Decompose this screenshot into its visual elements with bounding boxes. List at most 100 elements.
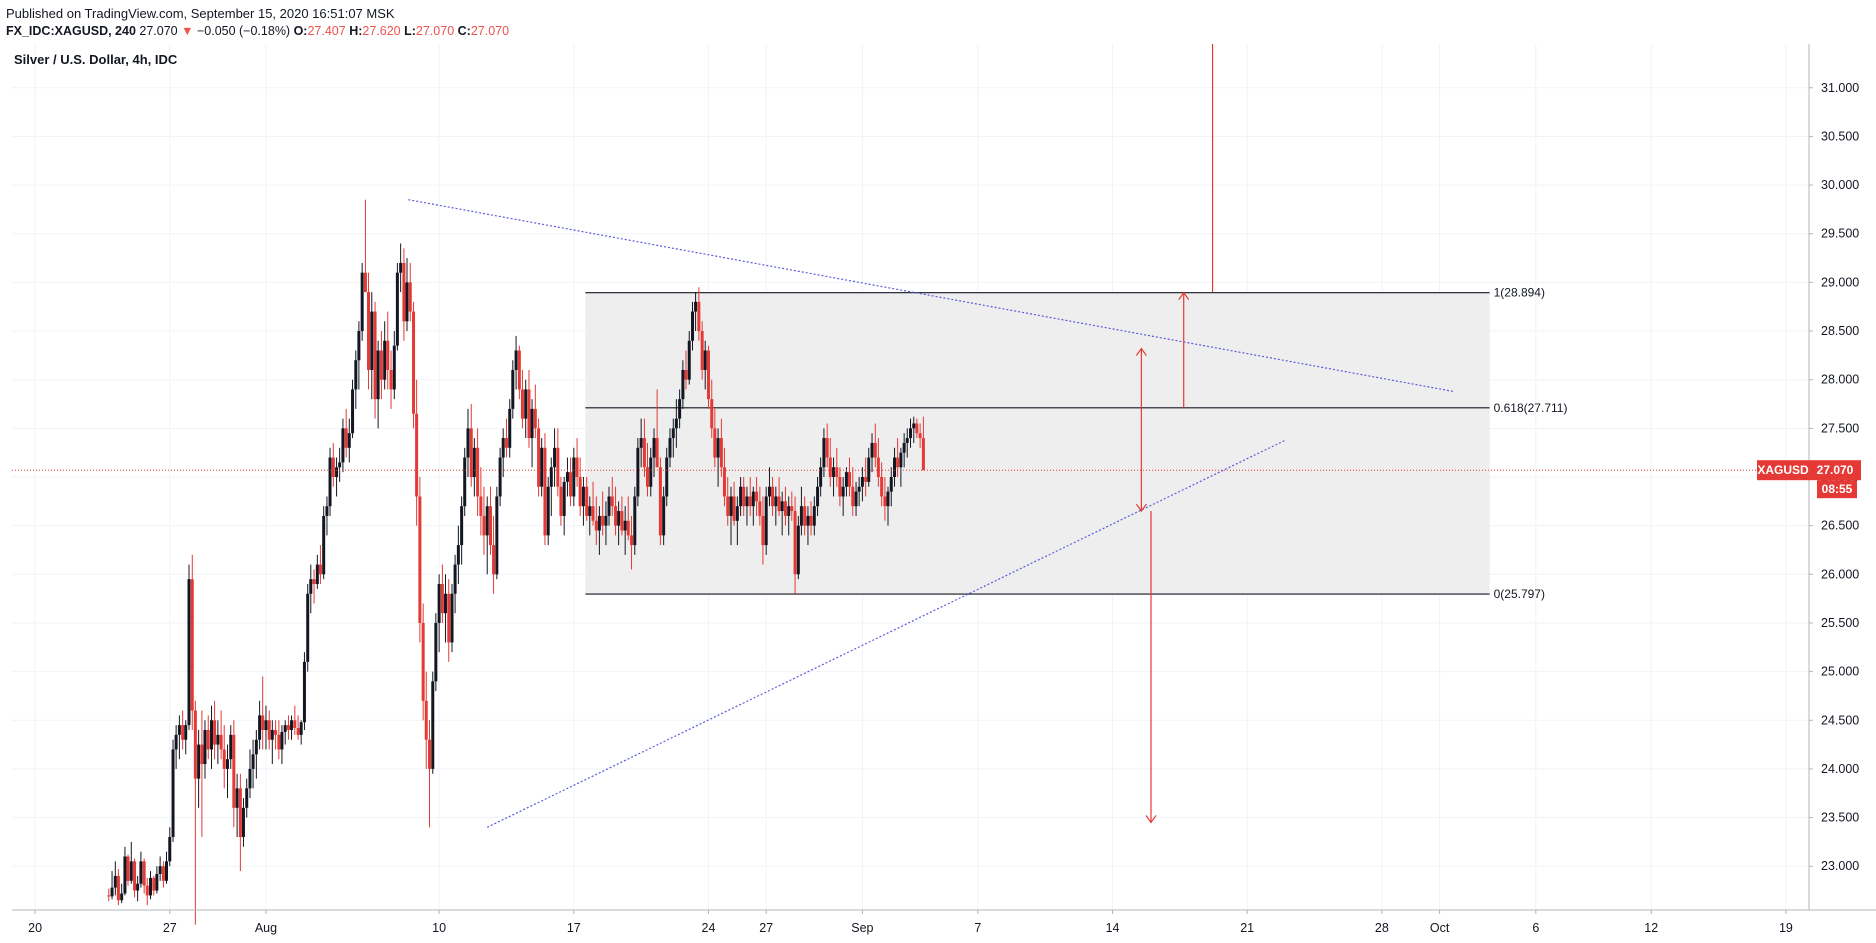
candle — [277, 720, 281, 760]
candle — [652, 428, 656, 477]
candle — [520, 369, 524, 429]
candle-body — [216, 734, 220, 745]
candle-body — [585, 486, 589, 516]
candle-body — [290, 720, 294, 730]
candle-body — [460, 506, 464, 546]
candle-body — [735, 506, 739, 521]
candle-body — [181, 725, 185, 740]
chart-frame[interactable]: 1(28.894) 0.618(27.711) 0(25.797) 23.000 23.… — [12, 44, 1876, 943]
candle — [841, 477, 845, 516]
candle-body — [177, 725, 181, 735]
candle — [905, 428, 909, 458]
candle — [819, 457, 823, 497]
last-price-tag: XAGUSD 27.070 08:55 — [1757, 460, 1861, 499]
candle-body — [610, 496, 614, 507]
candle — [783, 486, 787, 526]
candle — [213, 700, 217, 760]
candle-body — [203, 729, 207, 765]
candle-body — [421, 622, 425, 701]
candle — [155, 866, 159, 894]
candle — [909, 418, 912, 448]
candle-body — [270, 729, 274, 740]
candle — [575, 438, 579, 487]
candle-body — [456, 545, 460, 565]
candle — [645, 442, 649, 497]
candle-body — [504, 438, 508, 448]
candle-body — [857, 486, 861, 492]
candle-body — [280, 731, 284, 750]
down-triangle-icon: ▼ — [181, 24, 194, 38]
candle — [585, 477, 589, 521]
candle — [578, 457, 582, 516]
candle — [681, 360, 685, 409]
candle — [245, 778, 249, 818]
candle — [803, 496, 807, 536]
candle — [405, 258, 409, 332]
candle-body — [431, 681, 435, 769]
fib-level-label: 0.618(27.711) — [1494, 401, 1568, 415]
projection-arrow — [1178, 291, 1190, 408]
candle — [142, 858, 146, 894]
x-tick-label: Aug — [255, 921, 277, 935]
candle-body — [633, 496, 637, 546]
candle — [469, 404, 473, 487]
candle — [764, 486, 768, 555]
candle — [530, 399, 534, 468]
candle — [691, 301, 695, 351]
candle — [152, 875, 156, 896]
candle — [232, 720, 236, 828]
candle — [799, 486, 803, 536]
candle-body — [774, 496, 778, 507]
candle-body — [816, 486, 820, 507]
candle — [569, 457, 573, 507]
price-change: −0.050 (−0.18%) — [196, 24, 291, 38]
price-chart[interactable]: 1(28.894) 0.618(27.711) 0(25.797) 23.000 23.… — [12, 44, 1876, 943]
candle — [671, 418, 675, 458]
candle-body — [126, 856, 130, 881]
candle-body — [274, 729, 278, 735]
candle-body — [383, 340, 387, 380]
x-tick-label: 7 — [974, 921, 981, 935]
y-tick-label: 30.000 — [1821, 178, 1859, 192]
candle — [508, 399, 512, 458]
candle — [809, 501, 813, 536]
candle-body — [604, 515, 608, 526]
candle-body — [466, 428, 470, 458]
candle-body — [482, 515, 486, 536]
candle-body — [899, 452, 903, 468]
candle-body — [848, 472, 852, 487]
candle — [665, 447, 669, 507]
candle-body — [472, 447, 476, 477]
candle-body — [338, 462, 342, 468]
candle-body — [867, 457, 871, 482]
candle — [168, 827, 172, 867]
candle-body — [540, 447, 544, 487]
candle — [533, 384, 537, 439]
x-tick-label: 27 — [759, 921, 773, 935]
candle-body — [331, 457, 335, 477]
candle-body — [463, 457, 467, 507]
candle — [415, 379, 419, 526]
candle — [828, 438, 832, 487]
candle — [238, 773, 242, 872]
candle — [261, 676, 265, 750]
candle-body — [790, 506, 794, 512]
candle-body — [116, 875, 120, 901]
candle-body — [498, 457, 502, 497]
last-price-value: 27.070 — [139, 24, 178, 38]
candle — [351, 379, 355, 439]
candle — [774, 486, 778, 526]
candle — [174, 725, 178, 769]
candle — [193, 700, 197, 925]
candle — [767, 467, 771, 507]
candle-body — [376, 350, 380, 400]
symbol-tag-bg — [1757, 460, 1809, 481]
candle-body — [139, 861, 143, 884]
candle-body — [312, 579, 316, 585]
candle — [546, 477, 550, 546]
candle — [835, 447, 839, 487]
candle — [264, 705, 268, 750]
candle-body — [883, 496, 887, 507]
symbol-ohlc-line: FX_IDC:XAGUSD, 240 27.070 ▼ −0.050 (−0.1… — [6, 24, 509, 38]
x-tick-label: 24 — [702, 921, 716, 935]
